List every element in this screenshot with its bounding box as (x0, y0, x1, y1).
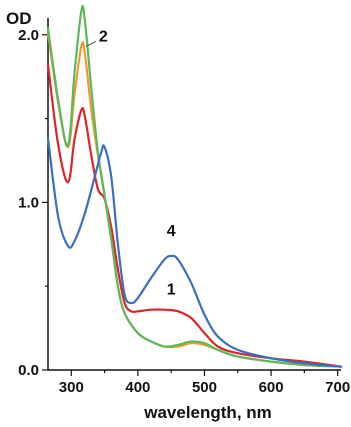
y-tick-label: 1.0 (18, 194, 39, 211)
y-axis-title: OD (6, 9, 32, 28)
x-tick-label: 700 (325, 379, 350, 396)
series-3-line (46, 5, 343, 368)
x-tick-label: 600 (259, 379, 284, 396)
series-2-line (46, 32, 343, 368)
series-1-line (46, 63, 343, 368)
y-tick-label: 2.0 (18, 27, 39, 44)
curve-label-4: 4 (167, 223, 176, 240)
annotation-layer: 3241 (85, 28, 176, 299)
curve-label-2: 2 (99, 28, 108, 45)
x-tick-label: 400 (125, 379, 150, 396)
series-4-line (46, 137, 343, 368)
y-tick-label: 0.0 (18, 362, 39, 379)
series-layer (46, 5, 343, 368)
axes: 300 400 500 600 700 0.0 1.0 2.0 (18, 18, 350, 396)
x-tick-label: 500 (192, 379, 217, 396)
curve-label-1: 1 (167, 282, 176, 299)
x-tick-label: 300 (59, 379, 84, 396)
curve-2-leader-line (85, 41, 97, 47)
x-axis-title: wavelength, nm (143, 403, 272, 422)
